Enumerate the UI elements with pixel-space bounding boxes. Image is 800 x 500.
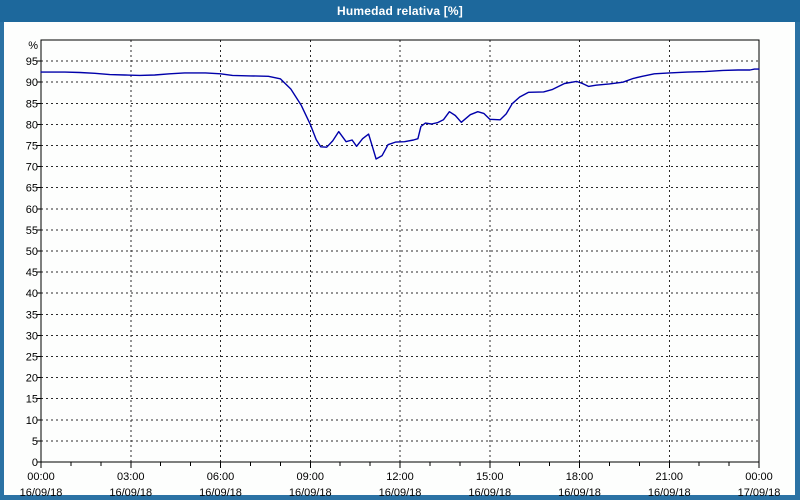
x-tick-date-label: 16/09/18 xyxy=(20,487,63,499)
y-tick-label: 30 xyxy=(26,330,38,342)
y-tick-label: 55 xyxy=(26,225,38,237)
x-tick-time-label: 00:00 xyxy=(745,471,773,483)
y-tick-label: 0 xyxy=(32,457,38,469)
x-tick-date-label: 16/09/18 xyxy=(109,487,152,499)
x-tick-date-label: 16/09/18 xyxy=(379,487,422,499)
y-tick-label: 15 xyxy=(26,394,38,406)
y-tick-label: 95 xyxy=(26,56,38,68)
y-tick-label: 90 xyxy=(26,77,38,89)
x-tick-date-label: 16/09/18 xyxy=(648,487,691,499)
x-tick-date-label: 16/09/18 xyxy=(289,487,332,499)
x-tick-time-label: 00:00 xyxy=(27,471,55,483)
x-tick-time-label: 18:00 xyxy=(566,471,594,483)
x-tick-time-label: 09:00 xyxy=(296,471,324,483)
y-tick-label: 10 xyxy=(26,415,38,427)
y-tick-label: 60 xyxy=(26,204,38,216)
x-tick-time-label: 21:00 xyxy=(655,471,683,483)
x-tick-date-label: 16/09/18 xyxy=(468,487,511,499)
x-tick-time-label: 15:00 xyxy=(476,471,504,483)
y-axis-unit-label: % xyxy=(28,40,38,52)
y-tick-label: 80 xyxy=(26,119,38,131)
y-tick-label: 70 xyxy=(26,162,38,174)
y-tick-label: 5 xyxy=(32,436,38,448)
y-tick-label: 45 xyxy=(26,267,38,279)
window-title: Humedad relativa [%] xyxy=(336,4,464,18)
x-tick-date-label: 16/09/18 xyxy=(199,487,242,499)
x-tick-date-label: 17/09/18 xyxy=(738,487,781,499)
x-tick-time-label: 03:00 xyxy=(117,471,145,483)
y-tick-label: 85 xyxy=(26,98,38,110)
x-tick-time-label: 12:00 xyxy=(386,471,414,483)
humidity-series-line xyxy=(40,68,760,160)
y-tick-label: 20 xyxy=(26,373,38,385)
y-tick-label: 35 xyxy=(26,309,38,321)
x-tick-time-label: 06:00 xyxy=(207,471,235,483)
y-tick-label: 65 xyxy=(26,183,38,195)
y-tick-label: 50 xyxy=(26,246,38,258)
window-titlebar: Humedad relativa [%] xyxy=(0,0,800,22)
y-tick-label: 40 xyxy=(26,288,38,300)
x-tick-date-label: 16/09/18 xyxy=(558,487,601,499)
y-tick-label: 25 xyxy=(26,352,38,364)
y-tick-label: 75 xyxy=(26,141,38,153)
